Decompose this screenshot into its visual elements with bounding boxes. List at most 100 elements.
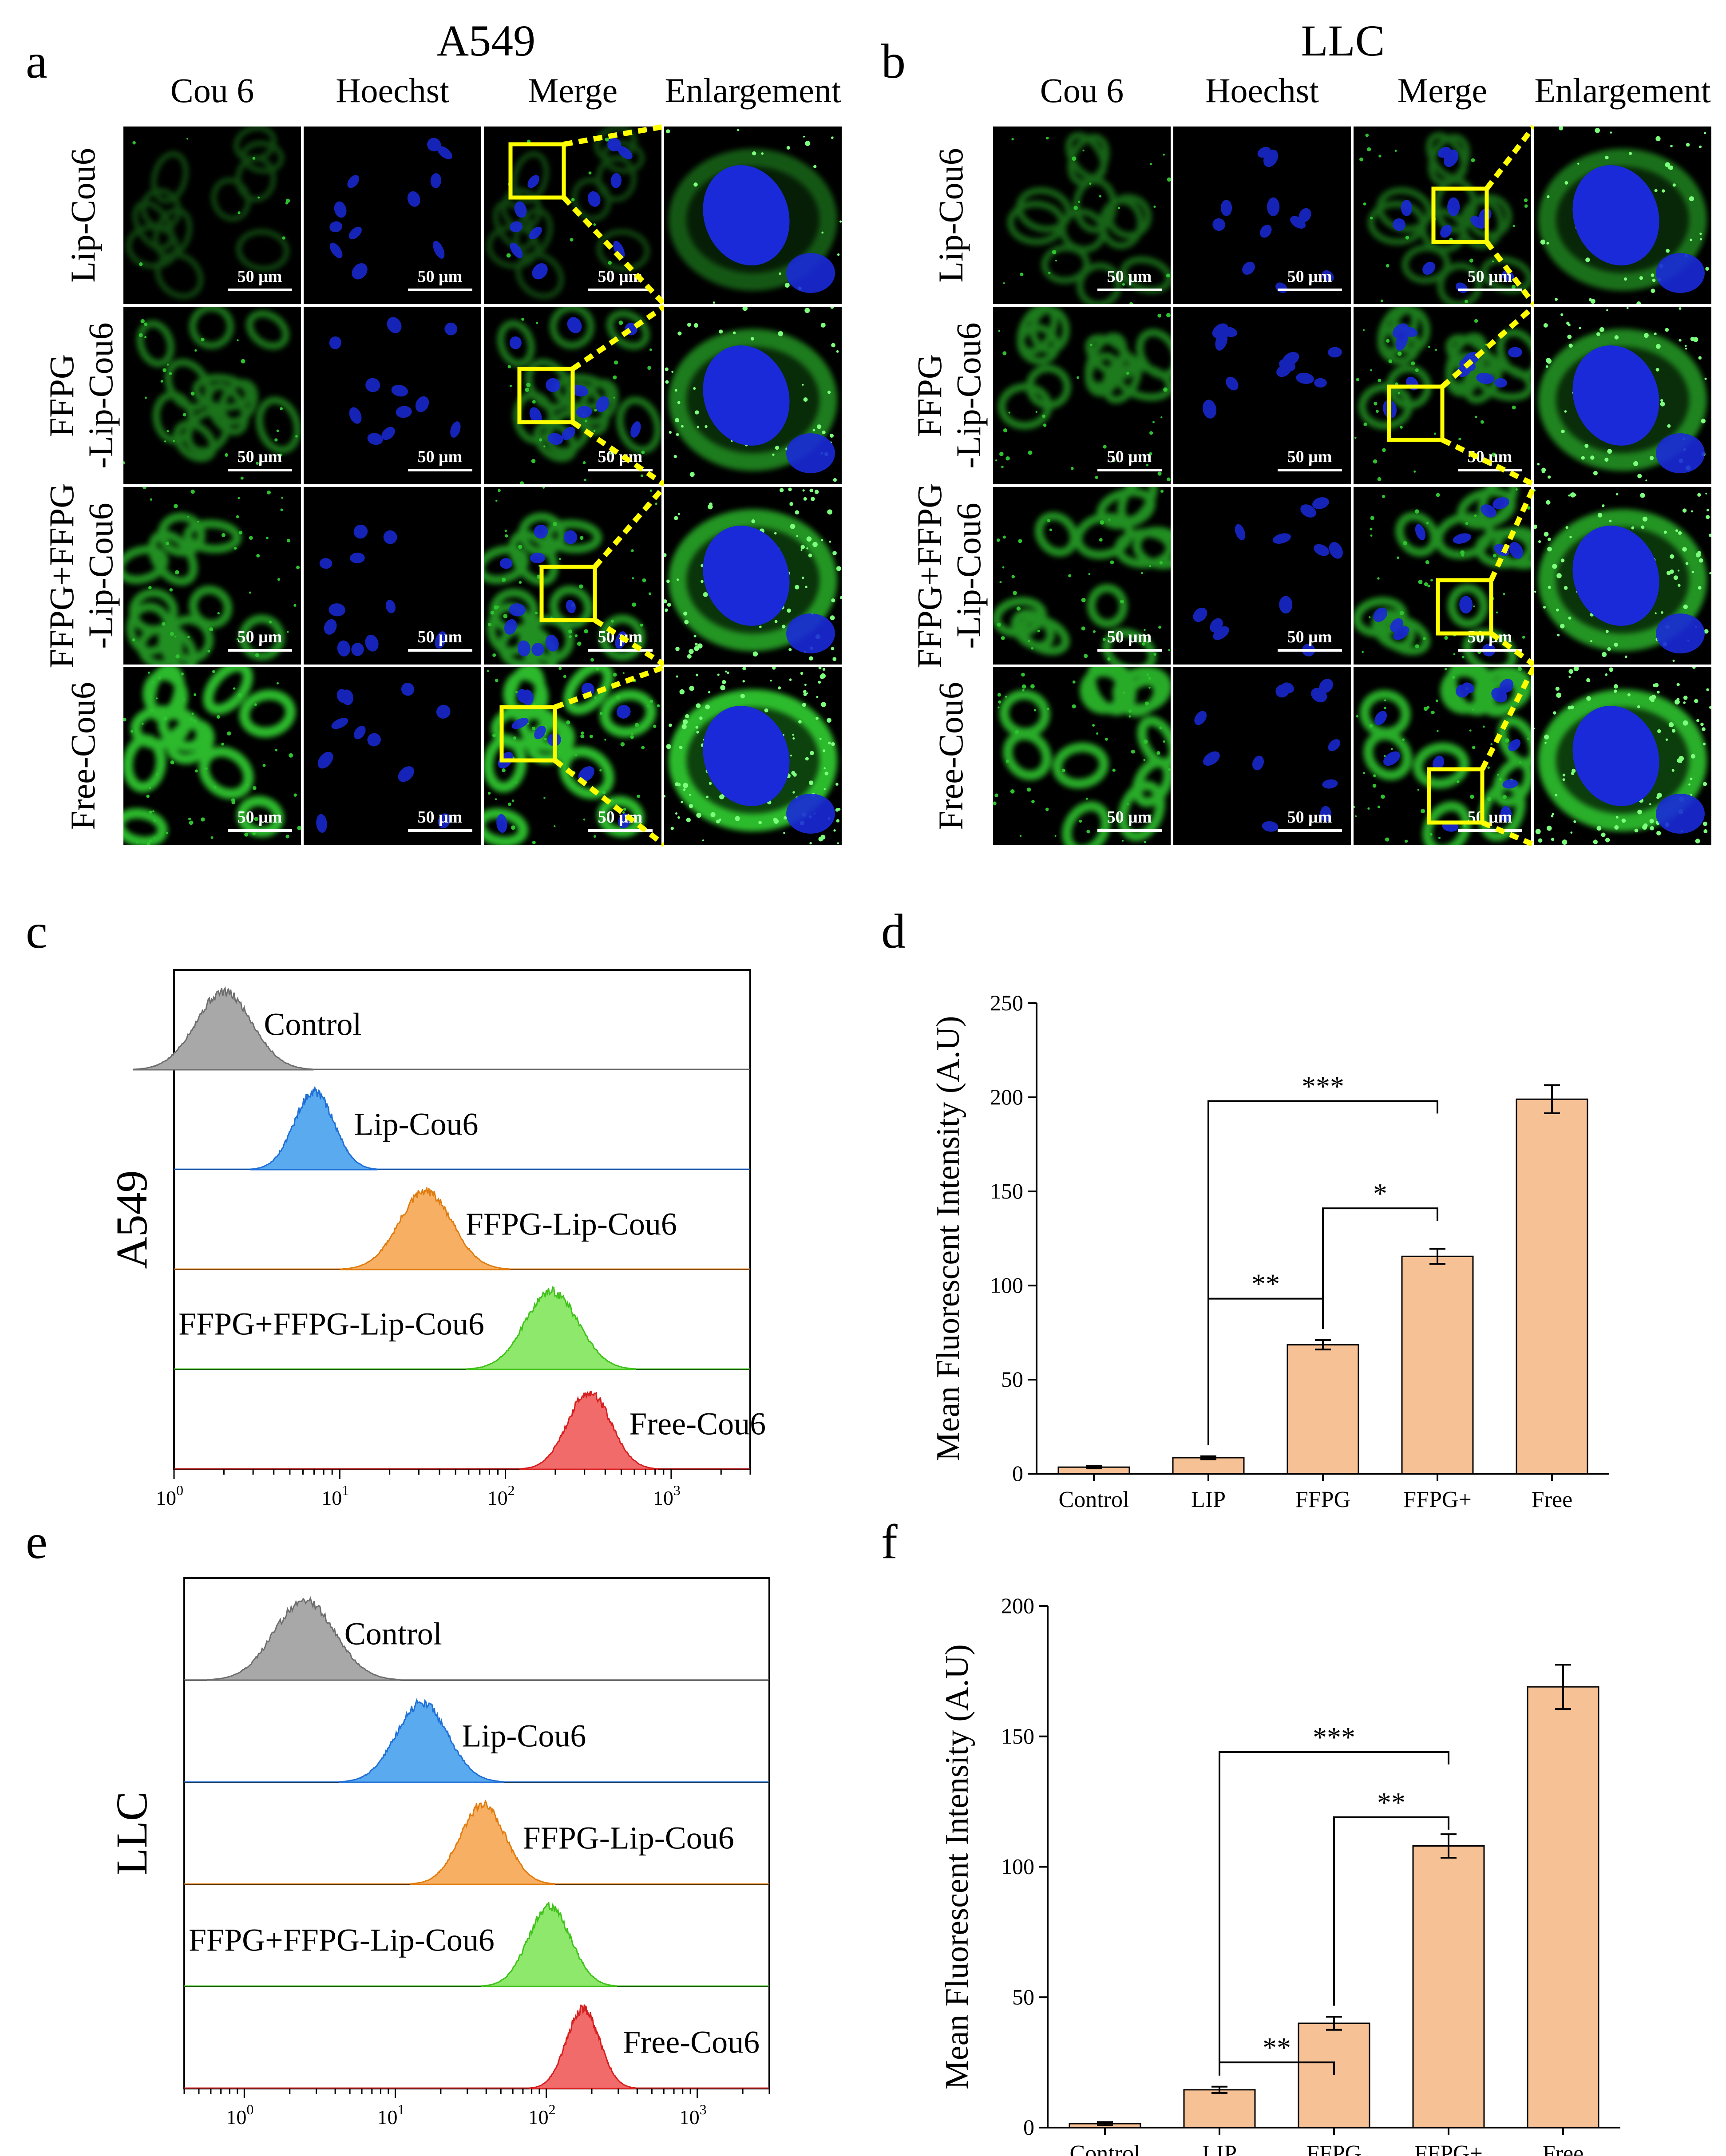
cou6-puncta (1006, 456, 1010, 461)
scale-bar-label: 50 μm (1287, 447, 1332, 466)
cou6-puncta (1167, 177, 1171, 182)
cou6-puncta (515, 691, 518, 693)
cou6-puncta (236, 638, 239, 641)
guide-line-bottom (553, 758, 666, 847)
enlarged-puncta (1627, 693, 1631, 696)
enlarged-puncta (1590, 640, 1593, 642)
cou6-puncta (641, 451, 645, 455)
enlarged-puncta (831, 647, 835, 650)
cou6-puncta (1473, 605, 1475, 608)
cou6-puncta (1397, 392, 1401, 395)
enlarged-puncta (818, 667, 822, 670)
enlarged-puncta (677, 513, 680, 515)
cou6-puncta (1081, 626, 1085, 631)
cou6-puncta (657, 704, 660, 708)
x-tick-label: FFPG (1306, 2141, 1362, 2156)
bar-lip (1183, 2089, 1256, 2128)
enlarged-puncta (1645, 479, 1647, 482)
micrograph-tile-llc-r1-merge: 50 μm (1354, 125, 1536, 306)
cou6-puncta (1472, 746, 1476, 749)
enlarged-puncta (689, 794, 691, 796)
cou6-puncta (1460, 550, 1465, 555)
enlarged-puncta (772, 453, 775, 456)
micrograph-tile-llc-r4-enlargement (1534, 667, 1711, 845)
enlarged-puncta (1690, 238, 1693, 241)
cou6-puncta (1487, 797, 1492, 801)
enlarged-puncta (679, 745, 683, 749)
cou6-puncta (1377, 805, 1381, 809)
row-label-line1: FFPG (910, 354, 949, 437)
enlarged-puncta (1560, 313, 1564, 316)
cou6-puncta (1077, 376, 1079, 379)
enlarged-nucleus (1572, 165, 1659, 265)
row-label-line2: -Lip-Cou6 (81, 502, 120, 649)
micrograph-tile-llc-r1-cou6: 50 μm (993, 127, 1171, 304)
enlarged-puncta (1633, 461, 1639, 466)
cou6-puncta (154, 837, 156, 839)
cou6-puncta (1377, 577, 1380, 580)
enlarged-puncta (1560, 624, 1565, 629)
cou6-puncta (1158, 625, 1161, 629)
cou6-puncta (998, 706, 1000, 708)
enlarged-puncta (1682, 720, 1688, 726)
histogram-series-label: Lip-Cou6 (354, 1106, 478, 1142)
tick-exponent: 0 (176, 1482, 183, 1498)
cou6-puncta (649, 348, 652, 351)
cou6-puncta (1369, 724, 1373, 728)
enlarged-puncta (1670, 145, 1673, 147)
cou6-puncta (163, 716, 168, 721)
cou6-puncta (1430, 579, 1433, 582)
enlarged-puncta (666, 744, 671, 749)
cou6-puncta (526, 383, 531, 388)
enlarged-puncta (681, 801, 683, 803)
cou6-puncta (1033, 708, 1037, 712)
enlarged-puncta (1671, 769, 1675, 772)
enlarged-puncta (694, 642, 698, 646)
cou6-puncta (998, 700, 1002, 704)
cou6-puncta (1048, 272, 1051, 274)
cou6-puncta (236, 515, 239, 518)
cou6-puncta (1405, 236, 1409, 240)
cou6-puncta (1011, 575, 1015, 578)
enlarged-puncta (1548, 538, 1551, 541)
enlarged-puncta (1639, 276, 1643, 280)
cou6-puncta (216, 715, 220, 719)
significance-marker: *** (1313, 1721, 1355, 1753)
enlarged-puncta (1693, 337, 1698, 342)
enlarged-puncta (1665, 738, 1668, 741)
enlarged-puncta (802, 703, 806, 707)
enlarged-puncta (695, 673, 699, 676)
cou6-puncta (1433, 432, 1437, 435)
enlarged-puncta (693, 634, 697, 637)
text-labels: a b c d e f A549 LLC Cou 6 Hoechst Merge En… (26, 16, 1711, 1569)
enlarged-puncta (1638, 810, 1643, 814)
guide-line-top (593, 485, 666, 569)
scale-bar-label: 50 μm (1107, 267, 1152, 286)
enlarged-puncta (795, 510, 800, 515)
cou6-puncta (1474, 319, 1478, 323)
histogram-ffpg-lip-cou6 (409, 1799, 555, 1885)
y-tick-label: 200 (990, 1084, 1023, 1109)
enlarged-puncta (1564, 585, 1568, 590)
enlarged-puncta (720, 685, 726, 691)
cou6-puncta (162, 368, 166, 372)
cou6-puncta (1072, 704, 1076, 708)
enlarged-puncta (1672, 660, 1675, 662)
cou6-puncta (1367, 147, 1371, 152)
enlarged-puncta (831, 742, 835, 746)
panel-letter-e: e (26, 1515, 48, 1569)
cou6-puncta (150, 696, 152, 698)
cou6-puncta (608, 261, 612, 265)
enlarged-puncta (1544, 742, 1547, 744)
cou6-puncta (1524, 204, 1528, 208)
cou6-puncta (521, 317, 525, 321)
cou6-puncta (1090, 344, 1093, 346)
hoechst-nuclei (1203, 323, 1342, 419)
enlarged-puncta (1689, 196, 1694, 202)
micrograph-tile-llc-r3-enlargement (1534, 487, 1711, 665)
cou6-puncta (511, 799, 515, 802)
enlarged-puncta (815, 716, 819, 720)
enlarged-puncta (1566, 321, 1570, 325)
enlarged-puncta (831, 343, 835, 348)
cou6-puncta (1028, 640, 1030, 642)
